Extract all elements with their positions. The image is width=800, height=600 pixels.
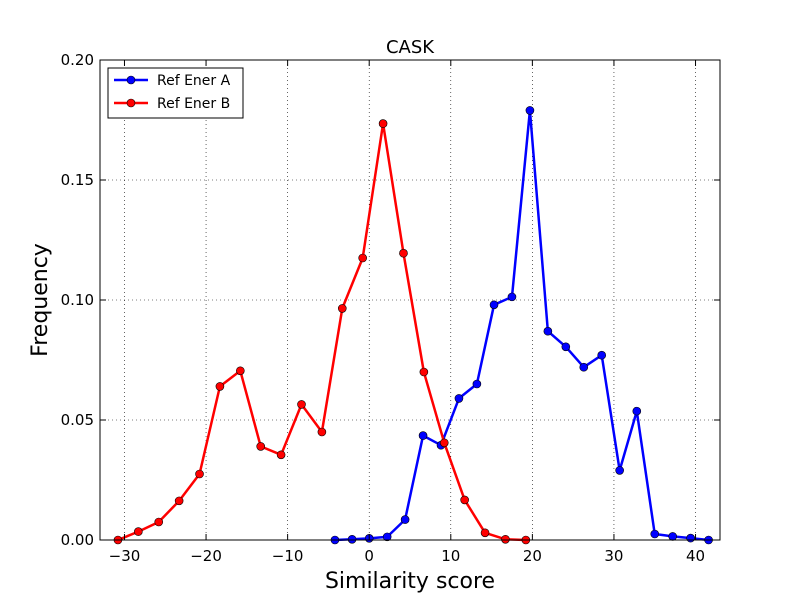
axis-ticks: −30 −20 −10 0 10 20 30 40 0.00 0.05 0.10 0.15 0.20	[61, 51, 720, 565]
series-0-point	[650, 529, 660, 539]
series-1-point	[480, 528, 490, 538]
series-0-point	[525, 106, 535, 115]
x-axis-label: Similarity score	[325, 569, 495, 594]
x-tick-label: 20	[523, 547, 542, 565]
series-0-point	[597, 350, 607, 360]
series-1-point	[460, 495, 469, 505]
y-tick-label: 0.10	[61, 291, 94, 309]
x-tick-label: −30	[109, 547, 141, 565]
series-1-point	[134, 527, 143, 536]
series-1-point	[174, 496, 184, 506]
series-0-point	[561, 342, 571, 352]
series-0-point	[382, 532, 392, 542]
series-1-point	[337, 304, 347, 313]
x-tick-label: 40	[686, 547, 705, 565]
x-tick-label: 10	[441, 547, 460, 565]
series-1-point	[297, 400, 306, 409]
series-0-point	[686, 533, 695, 543]
series-0-point	[400, 515, 410, 524]
series-1-point	[419, 367, 429, 377]
series-1-point	[195, 469, 204, 479]
x-tick-label: −20	[190, 547, 222, 565]
series-0-point	[347, 534, 357, 544]
y-tick-label: 0.00	[61, 531, 94, 549]
series-0-point	[489, 300, 499, 310]
series-0-point	[418, 431, 428, 440]
series-1-point	[236, 366, 245, 376]
chart-title: CASK	[386, 37, 435, 58]
series-1-point	[215, 382, 225, 391]
series-1-point	[256, 442, 266, 451]
series-1-point	[358, 253, 367, 263]
series-0-point	[632, 406, 642, 416]
series-1-point	[399, 248, 408, 258]
y-axis-label: Frequency	[28, 243, 53, 357]
legend-label-series-b: Ref Ener B	[157, 96, 230, 112]
series-0-point	[615, 466, 624, 475]
series-0-point	[668, 532, 677, 541]
series-0-point	[507, 292, 517, 302]
legend-marker-series-b	[126, 98, 136, 108]
series-line-0	[334, 109, 709, 542]
series-1-point	[378, 119, 388, 128]
series-0-point	[543, 326, 553, 336]
legend: Ref Ener A Ref Ener B	[107, 67, 244, 119]
legend-marker-series-a	[126, 75, 136, 85]
series-1-point	[317, 427, 327, 437]
series-1-point	[276, 450, 286, 460]
y-tick-label: 0.20	[61, 51, 94, 69]
series-0-point	[472, 379, 482, 389]
series-1-point	[501, 534, 510, 544]
series-0-point	[454, 394, 464, 403]
legend-label-series-a: Ref Ener A	[157, 73, 231, 89]
series-0-point	[579, 362, 589, 372]
x-tick-label: 0	[364, 547, 374, 565]
series-1-point	[439, 438, 449, 448]
y-tick-label: 0.15	[61, 171, 94, 189]
x-tick-label: 30	[604, 547, 623, 565]
series-1-point	[154, 517, 164, 527]
x-tick-label: −10	[272, 547, 304, 565]
y-tick-label: 0.05	[61, 411, 94, 429]
